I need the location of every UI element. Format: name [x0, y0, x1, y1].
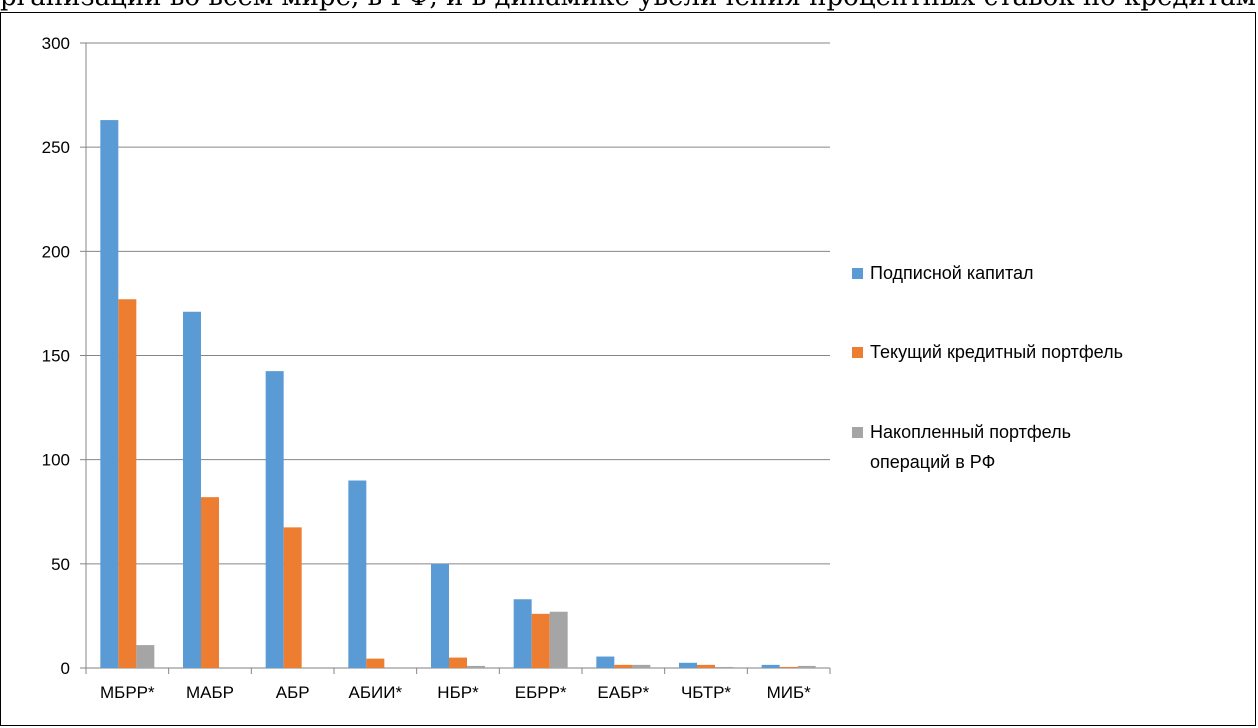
x-tick-label: МИБ* — [767, 683, 812, 702]
x-tick-label: АБИИ* — [349, 683, 403, 702]
bar-credit-portfolio — [366, 658, 385, 668]
bar-credit-portfolio — [779, 666, 798, 668]
legend-swatch — [852, 268, 863, 279]
y-tick-label: 100 — [42, 451, 70, 470]
bar-rf-operations — [467, 665, 485, 668]
bar-credit-portfolio — [118, 299, 137, 668]
bar-subscribed-capital — [596, 656, 615, 668]
x-tick-label: ЕБРР* — [515, 683, 567, 702]
y-tick-label: 200 — [42, 242, 70, 261]
y-tick-label: 300 — [42, 34, 70, 53]
y-tick-label: 250 — [42, 138, 70, 157]
document-top-text: рганизаций во всём мире, в РФ, и в динам… — [0, 0, 1258, 12]
bar-rf-operations — [797, 665, 816, 668]
bar-subscribed-capital — [100, 120, 119, 669]
y-tick-label: 0 — [61, 659, 70, 678]
legend-label: операций в РФ — [870, 452, 995, 472]
bar-subscribed-capital — [183, 311, 201, 668]
bar-rf-operations — [136, 645, 155, 668]
bar-subscribed-capital — [761, 664, 780, 668]
x-tick-label: НБР* — [437, 683, 479, 702]
bar-subscribed-capital — [431, 563, 449, 668]
y-tick-label: 50 — [51, 555, 70, 574]
bar-subscribed-capital — [265, 371, 284, 668]
bar-credit-portfolio — [697, 664, 715, 668]
bar-subscribed-capital — [679, 662, 697, 668]
x-tick-label: ЕАБР* — [597, 683, 649, 702]
legend-swatch — [852, 347, 863, 358]
x-tick-label: ЧБТР* — [681, 683, 731, 702]
bar-credit-portfolio — [201, 497, 219, 668]
bar-credit-portfolio — [614, 664, 633, 668]
bar-credit-portfolio — [531, 613, 550, 668]
bar-rf-operations — [632, 664, 651, 668]
legend-swatch — [852, 427, 863, 438]
legend-label: Текущий кредитный портфель — [870, 342, 1123, 362]
legend-label: Накопленный портфель — [870, 422, 1071, 442]
x-tick-label: МБРР* — [100, 683, 155, 702]
bar-subscribed-capital — [513, 599, 532, 668]
bar-credit-portfolio — [283, 527, 302, 668]
bar-subscribed-capital — [348, 480, 367, 668]
y-tick-label: 150 — [42, 347, 70, 366]
bar-rf-operations — [549, 611, 568, 668]
x-tick-label: МАБР — [186, 683, 234, 702]
x-tick-label: АБР — [276, 683, 310, 702]
bar-rf-operations — [715, 666, 733, 668]
legend-label: Подписной капитал — [870, 263, 1034, 283]
bar-credit-portfolio — [449, 657, 467, 668]
